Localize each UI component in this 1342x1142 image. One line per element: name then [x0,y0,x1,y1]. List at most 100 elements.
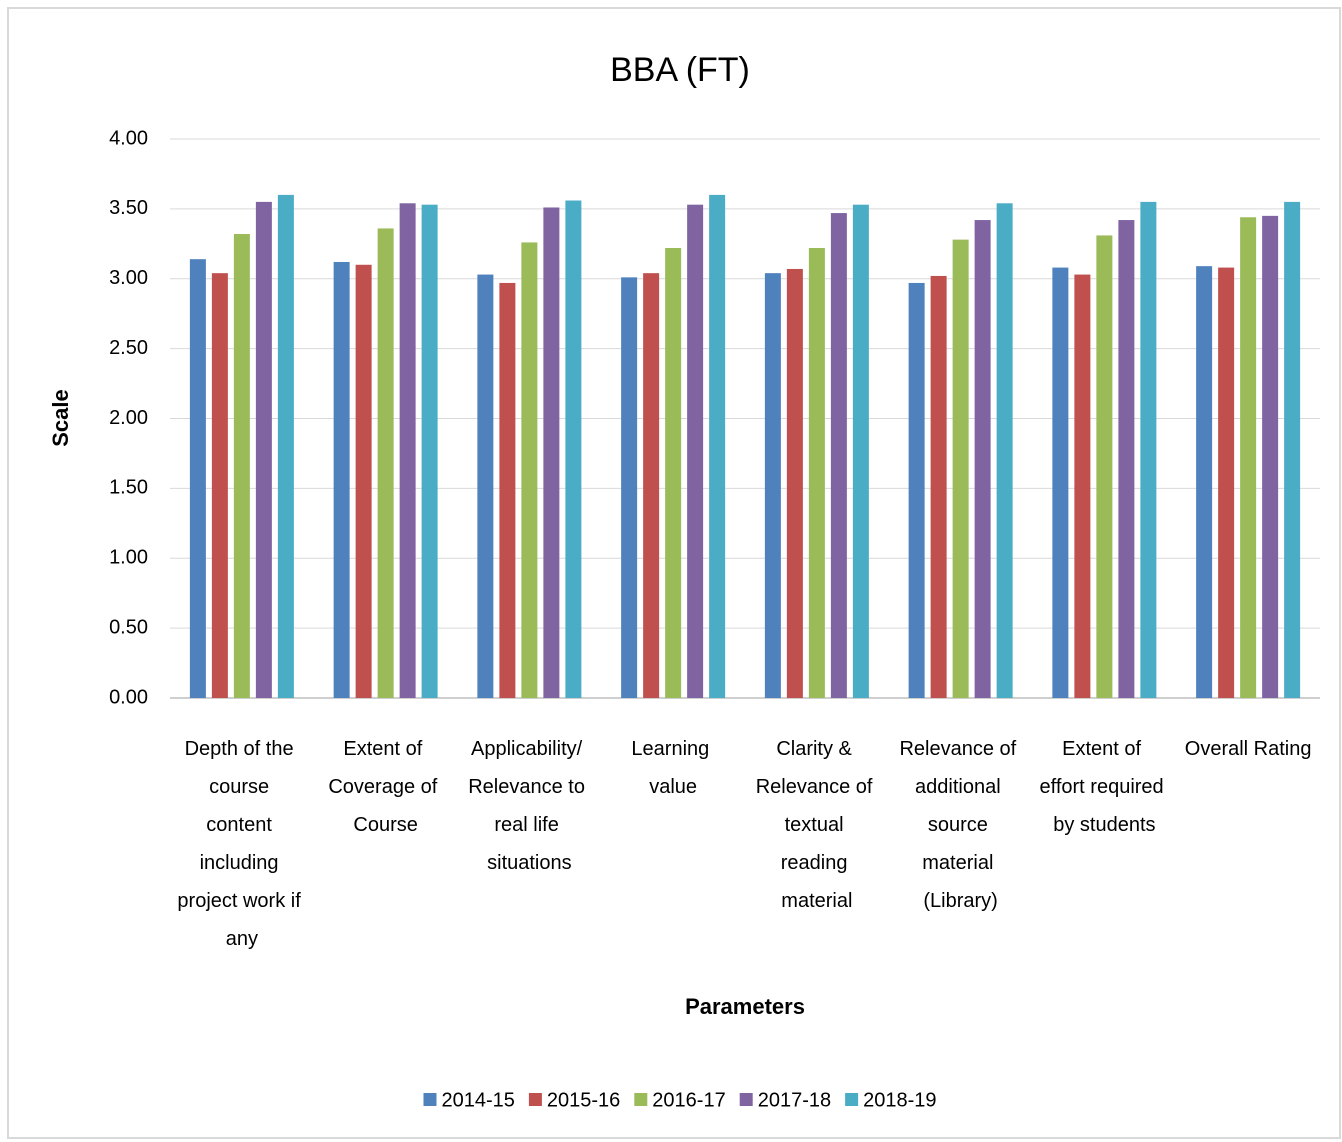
y-tick-label: 4.00 [109,127,148,149]
x-tick-label-line: Extent of [1062,738,1147,760]
bar [1196,266,1213,698]
bar [211,273,228,698]
x-tick-label-line: Coverage of [328,776,443,798]
bar [687,204,704,698]
bar [499,282,516,698]
x-tick-label-line: reading [781,852,853,874]
x-tick-label-line: project work if [177,890,306,912]
bar [333,261,350,698]
bar [786,268,803,698]
x-tick-label-line: source [928,814,994,836]
legend-label: 2018-19 [863,1089,936,1111]
x-tick-label-line: including [200,852,285,874]
bar [521,242,538,699]
x-tick-label-line: effort required [1040,776,1170,798]
x-tick-label-line: additional [915,776,1006,798]
legend-swatch [528,1093,542,1106]
bar [1284,201,1301,698]
y-tick-label: 1.50 [109,477,148,499]
legend-swatch [845,1093,859,1106]
x-tick-label-line: Relevance of [756,776,878,798]
y-tick-label: 0.00 [109,686,148,708]
legend-swatch [739,1093,753,1106]
x-tick-label-line: Depth of the [185,738,300,760]
bar [1118,220,1135,698]
x-tick-label-line: material [922,852,999,874]
bar [277,194,294,698]
legend-label: 2016-17 [652,1089,725,1111]
bar [1262,215,1279,699]
x-tick-label-line: Clarity & [776,738,857,760]
x-tick-label-line: any [226,928,258,950]
x-tick-label-line: Overall Rating [1185,738,1312,760]
bar [233,234,250,698]
x-tick-label: Applicability/ Relevance to real life si… [468,738,590,874]
bar [1096,235,1113,699]
x-tick-label: Extent of Coverage of Course [328,738,443,836]
bar [808,248,825,698]
x-tick-label-line: Relevance to [468,776,590,798]
bar [543,207,560,699]
x-tick-label-line: material [781,890,852,912]
bar [908,282,925,698]
x-tick-label-line: by students [1053,814,1155,836]
legend-label: 2015-16 [547,1089,620,1111]
x-tick-label-line: Applicability/ [471,738,588,760]
bar [1074,274,1091,698]
x-axis-label: Parameters [685,994,805,1019]
bar [355,264,372,698]
bar [930,275,947,698]
x-tick-label-line: situations [487,852,572,874]
bar [1240,217,1257,698]
bar [665,248,682,698]
bar [1140,201,1157,698]
bar [852,204,869,698]
x-tick-label: Overall Rating [1185,738,1312,760]
x-tick-label: Relevance of additional source material … [899,738,1021,912]
legend-swatch [634,1093,648,1106]
y-tick-label: 3.50 [109,197,148,219]
bar [764,273,781,698]
bar [189,259,206,698]
y-tick-label: 1.00 [109,547,148,569]
bar [421,204,438,698]
x-tick-label-line: real life [494,814,564,836]
bar [996,203,1013,698]
x-tick-label: Depth of the course content including pr… [177,738,306,950]
x-tick-label-line: Learning [631,738,714,760]
y-tick-label: 3.00 [109,267,148,289]
x-tick-label: Extent of effort required by students [1040,738,1170,836]
x-tick-label-line: (Library) [923,890,997,912]
y-tick-label: 2.00 [109,407,148,429]
x-tick-label-line: content [206,814,277,836]
bar [709,194,726,698]
bar [255,201,272,698]
bar [1218,267,1235,698]
bar [399,203,416,698]
x-tick-label: Learning value [631,738,714,798]
bar [974,220,991,698]
y-axis-label: Scale [48,389,73,447]
bar [477,274,494,698]
y-tick-label: 2.50 [109,337,148,359]
legend-label: 2014-15 [441,1089,514,1111]
bar [377,228,394,698]
chart-title: BBA (FT) [610,51,750,89]
legend-label: 2017-18 [758,1089,831,1111]
bar [621,277,638,698]
x-tick-label: Clarity & Relevance of textual reading m… [756,738,878,912]
bar [1052,267,1069,698]
legend-swatch [423,1093,437,1106]
bar [830,213,847,698]
x-tick-label-line: Extent of [343,738,428,760]
x-tick-label-line: Course [353,814,417,836]
x-tick-label-line: Relevance of [899,738,1021,760]
bar [643,273,660,698]
legend: 2014-15 2015-16 2016-17 2017-18 2018-19 [423,1089,937,1111]
bar [952,239,969,698]
x-tick-label-line: value [649,776,697,798]
x-tick-label-line: course [209,776,275,798]
bar [565,200,582,699]
x-tick-label-line: textual [785,814,849,836]
